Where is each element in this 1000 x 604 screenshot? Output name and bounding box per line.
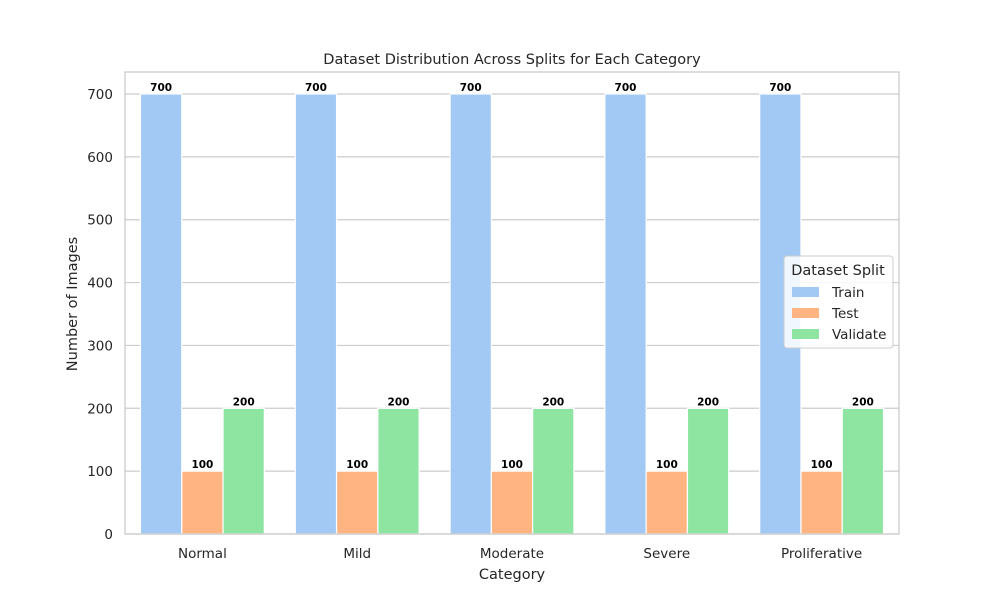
data-label-moderate-test: 100 [501,459,523,471]
x-axis-ticks: Normal Mild Moderate Severe Proliferative [178,546,862,562]
legend-label-validate: Validate [832,327,886,343]
y-tick-label: 300 [87,338,113,354]
x-tick-label-proliferative: Proliferative [781,546,862,562]
bar-severe-test [645,470,689,535]
y-tick-label: 700 [87,87,113,103]
bar-proliferative-validate [841,407,885,535]
legend-title: Dataset Split [791,263,885,279]
data-label-severe-validate: 200 [697,396,719,408]
legend-items: Train Test Validate [792,285,886,343]
y-tick-label: 0 [104,527,113,543]
y-axis-ticks: 0 100 200 300 400 500 600 700 [87,87,113,543]
data-label-moderate-train: 700 [460,82,482,94]
data-label-proliferative-train: 700 [769,82,791,94]
bar-moderate-train [449,93,492,535]
bar-layer [139,93,885,535]
y-axis-label: Number of Images [65,237,81,371]
bar-moderate-test [490,470,534,535]
legend-label-train: Train [831,285,864,301]
data-label-mild-train: 700 [305,82,327,94]
y-tick-label: 500 [87,213,113,229]
legend-label-test: Test [831,306,859,322]
y-tick-label: 600 [87,150,113,166]
bar-proliferative-test [800,470,843,535]
bar-severe-train [604,93,647,535]
data-label-mild-test: 100 [346,459,368,471]
y-tick-label: 100 [87,464,113,480]
plot-frame [124,71,900,535]
data-label-severe-train: 700 [615,82,637,94]
y-tick-label: 400 [87,276,113,292]
bar-mild-validate [377,407,420,535]
data-label-normal-test: 100 [191,459,213,471]
x-axis-label: Category [479,567,546,583]
legend-swatch-validate [792,329,819,339]
data-label-normal-train: 700 [150,82,172,94]
legend-box [783,255,894,349]
bar-normal-validate [222,407,265,535]
legend: Dataset Split Train Test Validate [783,255,894,349]
x-tick-label-mild: Mild [343,546,371,562]
data-label-moderate-validate: 200 [542,396,564,408]
data-label-layer: 700 100 200 700 100 200 700 100 200 700 100 200 700 1… [150,82,874,471]
y-tick-label: 200 [87,401,113,417]
x-tick-label-severe: Severe [643,546,690,562]
bar-mild-test [335,470,379,535]
bar-mild-train [294,93,338,535]
chart-title: Dataset Distribution Across Splits for E… [323,52,701,68]
data-label-mild-validate: 200 [388,396,410,408]
bar-severe-validate [686,407,730,535]
x-tick-label-moderate: Moderate [480,546,544,562]
bar-normal-train [139,93,183,535]
x-tick-label-normal: Normal [178,546,227,562]
data-label-severe-test: 100 [656,459,678,471]
data-label-proliferative-test: 100 [811,459,833,471]
data-label-normal-validate: 200 [233,396,255,408]
data-label-proliferative-validate: 200 [852,396,874,408]
bar-moderate-validate [532,407,575,535]
legend-swatch-test [792,308,819,318]
legend-swatch-train [792,287,819,297]
bar-normal-test [181,470,224,535]
